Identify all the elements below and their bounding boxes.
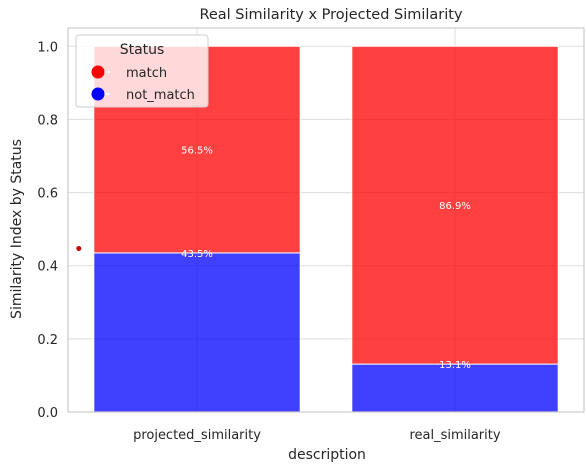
bar-value-label: 13.1% [439, 360, 471, 371]
y-tick-label: 0.2 [37, 333, 58, 348]
y-tick-label: 0.4 [37, 260, 58, 275]
bar-labels: 43.5% 13.1% 56.5% 86.9% [181, 146, 471, 371]
bars [76, 45, 559, 413]
bar-match-real_similarity [351, 45, 559, 365]
legend-box [75, 34, 209, 108]
y-axis-label: Similarity Index by Status [9, 139, 25, 319]
x-tick-label: real_similarity [409, 428, 500, 443]
bar-value-label: 56.5% [181, 146, 213, 157]
plot-frame [67, 27, 585, 413]
x-axis-label: description [288, 447, 366, 463]
y-tick-label: 0.8 [37, 113, 58, 128]
bar-not_match-projected_similarity [93, 252, 301, 413]
bar-value-label: 86.9% [439, 201, 471, 212]
bar-not_match-real_similarity [351, 363, 559, 413]
legend-label-match: match [126, 66, 167, 81]
y-tick-label: 0.0 [37, 406, 58, 421]
chart-title: Real Similarity x Projected Similarity [199, 7, 463, 23]
y-tick-label: 0.6 [37, 187, 58, 202]
legend-marker-not_match [91, 87, 105, 101]
legend-label-not_match: not_match [126, 88, 195, 103]
outlier-point [76, 246, 82, 252]
axes: 0.0 0.2 0.4 0.6 0.8 1.0 projected_similarity re… [37, 27, 585, 443]
y-tick-label: 1.0 [37, 40, 58, 55]
bar-value-label: 43.5% [181, 249, 213, 260]
legend: Status match not_match [75, 34, 209, 108]
legend-title: Status [120, 42, 165, 58]
legend-marker-match [91, 65, 105, 79]
x-tick-label: projected_similarity [133, 428, 261, 443]
